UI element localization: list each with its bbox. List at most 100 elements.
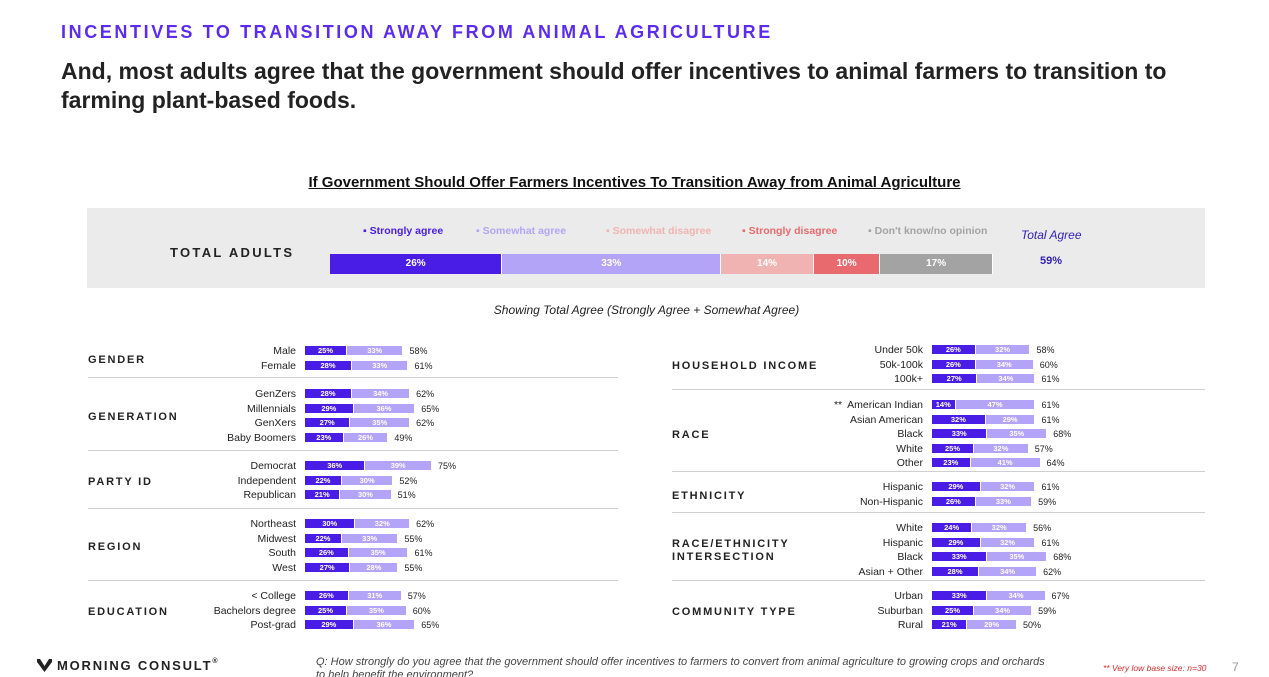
strongly-agree-bar: 27%	[932, 374, 977, 383]
group-divider	[88, 450, 618, 451]
total-bar-segment-1: 33%	[502, 254, 722, 274]
demographic-row: Northeast 30% 32% 62%	[88, 518, 618, 532]
demographic-row: Rural 21% 29% 50%	[672, 619, 1205, 633]
somewhat-agree-bar: 36%	[353, 403, 415, 413]
row-label-text: 50k-100k	[879, 358, 923, 371]
left-breakdown-panel: GENDER Male 25% 33% 58% Female 28% 33% 61% GENERA…	[88, 0, 618, 677]
strongly-agree-bar: 25%	[932, 443, 973, 453]
somewhat-agree-bar: 35%	[350, 418, 410, 427]
row-label: Male	[88, 345, 296, 357]
row-label: Hispanic	[672, 537, 923, 549]
somewhat-agree-bar: 33%	[352, 360, 408, 370]
breakdown-subtitle: Showing Total Agree (Strongly Agree + So…	[493, 303, 800, 317]
demographic-row: Post-grad 29% 36% 65%	[88, 619, 618, 633]
group-label-party-id: PARTY ID	[88, 475, 153, 488]
demographic-row: West 27% 28% 55%	[88, 562, 618, 576]
headline: And, most adults agree that the governme…	[61, 58, 1167, 113]
row-label-text: Black	[897, 551, 923, 563]
row-label: ** American Indian	[672, 399, 923, 411]
somewhat-agree-bar: 33%	[975, 496, 1032, 506]
row-label-text: Black	[897, 428, 923, 440]
demographic-row: Asian + Other 28% 34% 62%	[672, 566, 1205, 580]
row-label: Suburban	[672, 605, 923, 617]
row-label: Non-Hispanic	[672, 496, 923, 508]
legend-item-3: ▪ Strongly disagree	[742, 225, 837, 237]
row-label: White	[672, 443, 923, 455]
row-label-text: Millennials	[246, 402, 296, 415]
row-label: South	[88, 547, 296, 559]
strongly-agree-bar: 27%	[305, 418, 350, 427]
row-total-agree: 75%	[438, 461, 457, 471]
right-breakdown-panel: HOUSEHOLD INCOME Under 50k 26% 32% 58% 50k-10…	[672, 0, 1205, 677]
logo-registered-mark: ®	[212, 658, 220, 665]
survey-question: Q: How strongly do you agree that the go…	[316, 656, 1045, 677]
logo-text: MORNING CONSULT®	[57, 658, 219, 673]
somewhat-agree-bar: 29%	[967, 620, 1016, 629]
demographic-row: Democrat 36% 39% 75%	[88, 460, 618, 474]
page-number: 7	[1232, 660, 1239, 674]
total-bar-segment-4: 17%	[880, 254, 993, 274]
row-total-agree: 61%	[1041, 374, 1060, 384]
demographic-row: Male 25% 33% 58%	[88, 345, 618, 359]
group-divider	[88, 377, 618, 378]
somewhat-agree-bar: 32%	[975, 345, 1030, 354]
row-total-agree: 64%	[1046, 458, 1065, 468]
strongly-agree-bar: 29%	[305, 620, 353, 629]
strongly-agree-bar: 26%	[932, 359, 975, 369]
somewhat-agree-bar: 32%	[980, 537, 1035, 547]
row-label: Other	[672, 457, 923, 469]
row-label-text: < College	[251, 590, 296, 602]
row-label: 50k-100k	[672, 359, 923, 371]
total-bar-segment-3: 10%	[813, 254, 881, 274]
demographic-row: White 24% 32% 56%	[672, 522, 1205, 536]
strongly-agree-bar: 29%	[305, 403, 353, 413]
somewhat-agree-bar: 31%	[348, 591, 401, 600]
group-divider	[672, 389, 1205, 390]
row-total-agree: 62%	[1043, 566, 1062, 577]
row-total-agree: 59%	[1038, 496, 1057, 507]
strongly-agree-bar: 32%	[932, 414, 985, 424]
strongly-agree-bar: 27%	[305, 562, 350, 572]
row-label-text: Northeast	[250, 518, 296, 530]
total-agree-label: Total Agree	[1021, 228, 1082, 242]
row-total-agree: 62%	[416, 389, 435, 399]
somewhat-agree-bar: 32%	[974, 443, 1028, 453]
group-label-education: EDUCATION	[88, 605, 169, 618]
strongly-agree-bar: 36%	[305, 461, 365, 470]
chart-title: If Government Should Offer Farmers Incen…	[308, 174, 961, 191]
somewhat-agree-bar: 34%	[977, 374, 1035, 383]
row-label: Post-grad	[88, 619, 296, 631]
row-label: 100k+	[672, 373, 923, 385]
somewhat-agree-bar: 34%	[979, 566, 1037, 576]
row-label: Female	[88, 360, 296, 372]
demographic-row: Urban 33% 34% 67%	[672, 590, 1205, 604]
row-total-agree: 61%	[1041, 537, 1060, 548]
strongly-agree-bar: 33%	[932, 552, 987, 561]
row-label-text: American Indian	[847, 399, 923, 411]
strongly-agree-bar: 21%	[305, 490, 340, 499]
legend-label: Strongly disagree	[748, 225, 838, 237]
row-total-agree: 57%	[407, 591, 426, 601]
demographic-row: Baby Boomers 23% 26% 49%	[88, 432, 618, 446]
demographic-row: Female 28% 33% 61%	[88, 360, 618, 374]
row-label-text: Republican	[243, 489, 296, 501]
row-label-text: White	[896, 442, 923, 455]
demographic-row: Midwest 22% 33% 55%	[88, 533, 618, 547]
logo-wordmark: MORNING CONSULT	[57, 658, 213, 673]
demographic-row: GenXers 27% 35% 62%	[88, 417, 618, 431]
legend-swatch: ▪	[742, 225, 749, 237]
row-total-agree: 56%	[1033, 523, 1052, 533]
somewhat-agree-bar: 47%	[955, 400, 1035, 409]
legend-item-2: ▪ Somewhat disagree	[606, 225, 711, 237]
row-label: Rural	[672, 619, 923, 631]
row-total-agree: 68%	[1053, 552, 1072, 562]
legend-item-4: ▪ Don't know/no opinion	[868, 225, 987, 237]
strongly-agree-bar: 28%	[932, 566, 979, 576]
strongly-agree-bar: 21%	[932, 620, 967, 629]
row-total-agree: 55%	[404, 533, 423, 544]
somewhat-agree-bar: 30%	[340, 490, 391, 499]
strongly-agree-bar: 26%	[932, 496, 975, 506]
legend-label: Don't know/no opinion	[874, 225, 988, 237]
legend-swatch: ▪	[476, 225, 483, 237]
somewhat-agree-bar: 30%	[341, 475, 393, 485]
